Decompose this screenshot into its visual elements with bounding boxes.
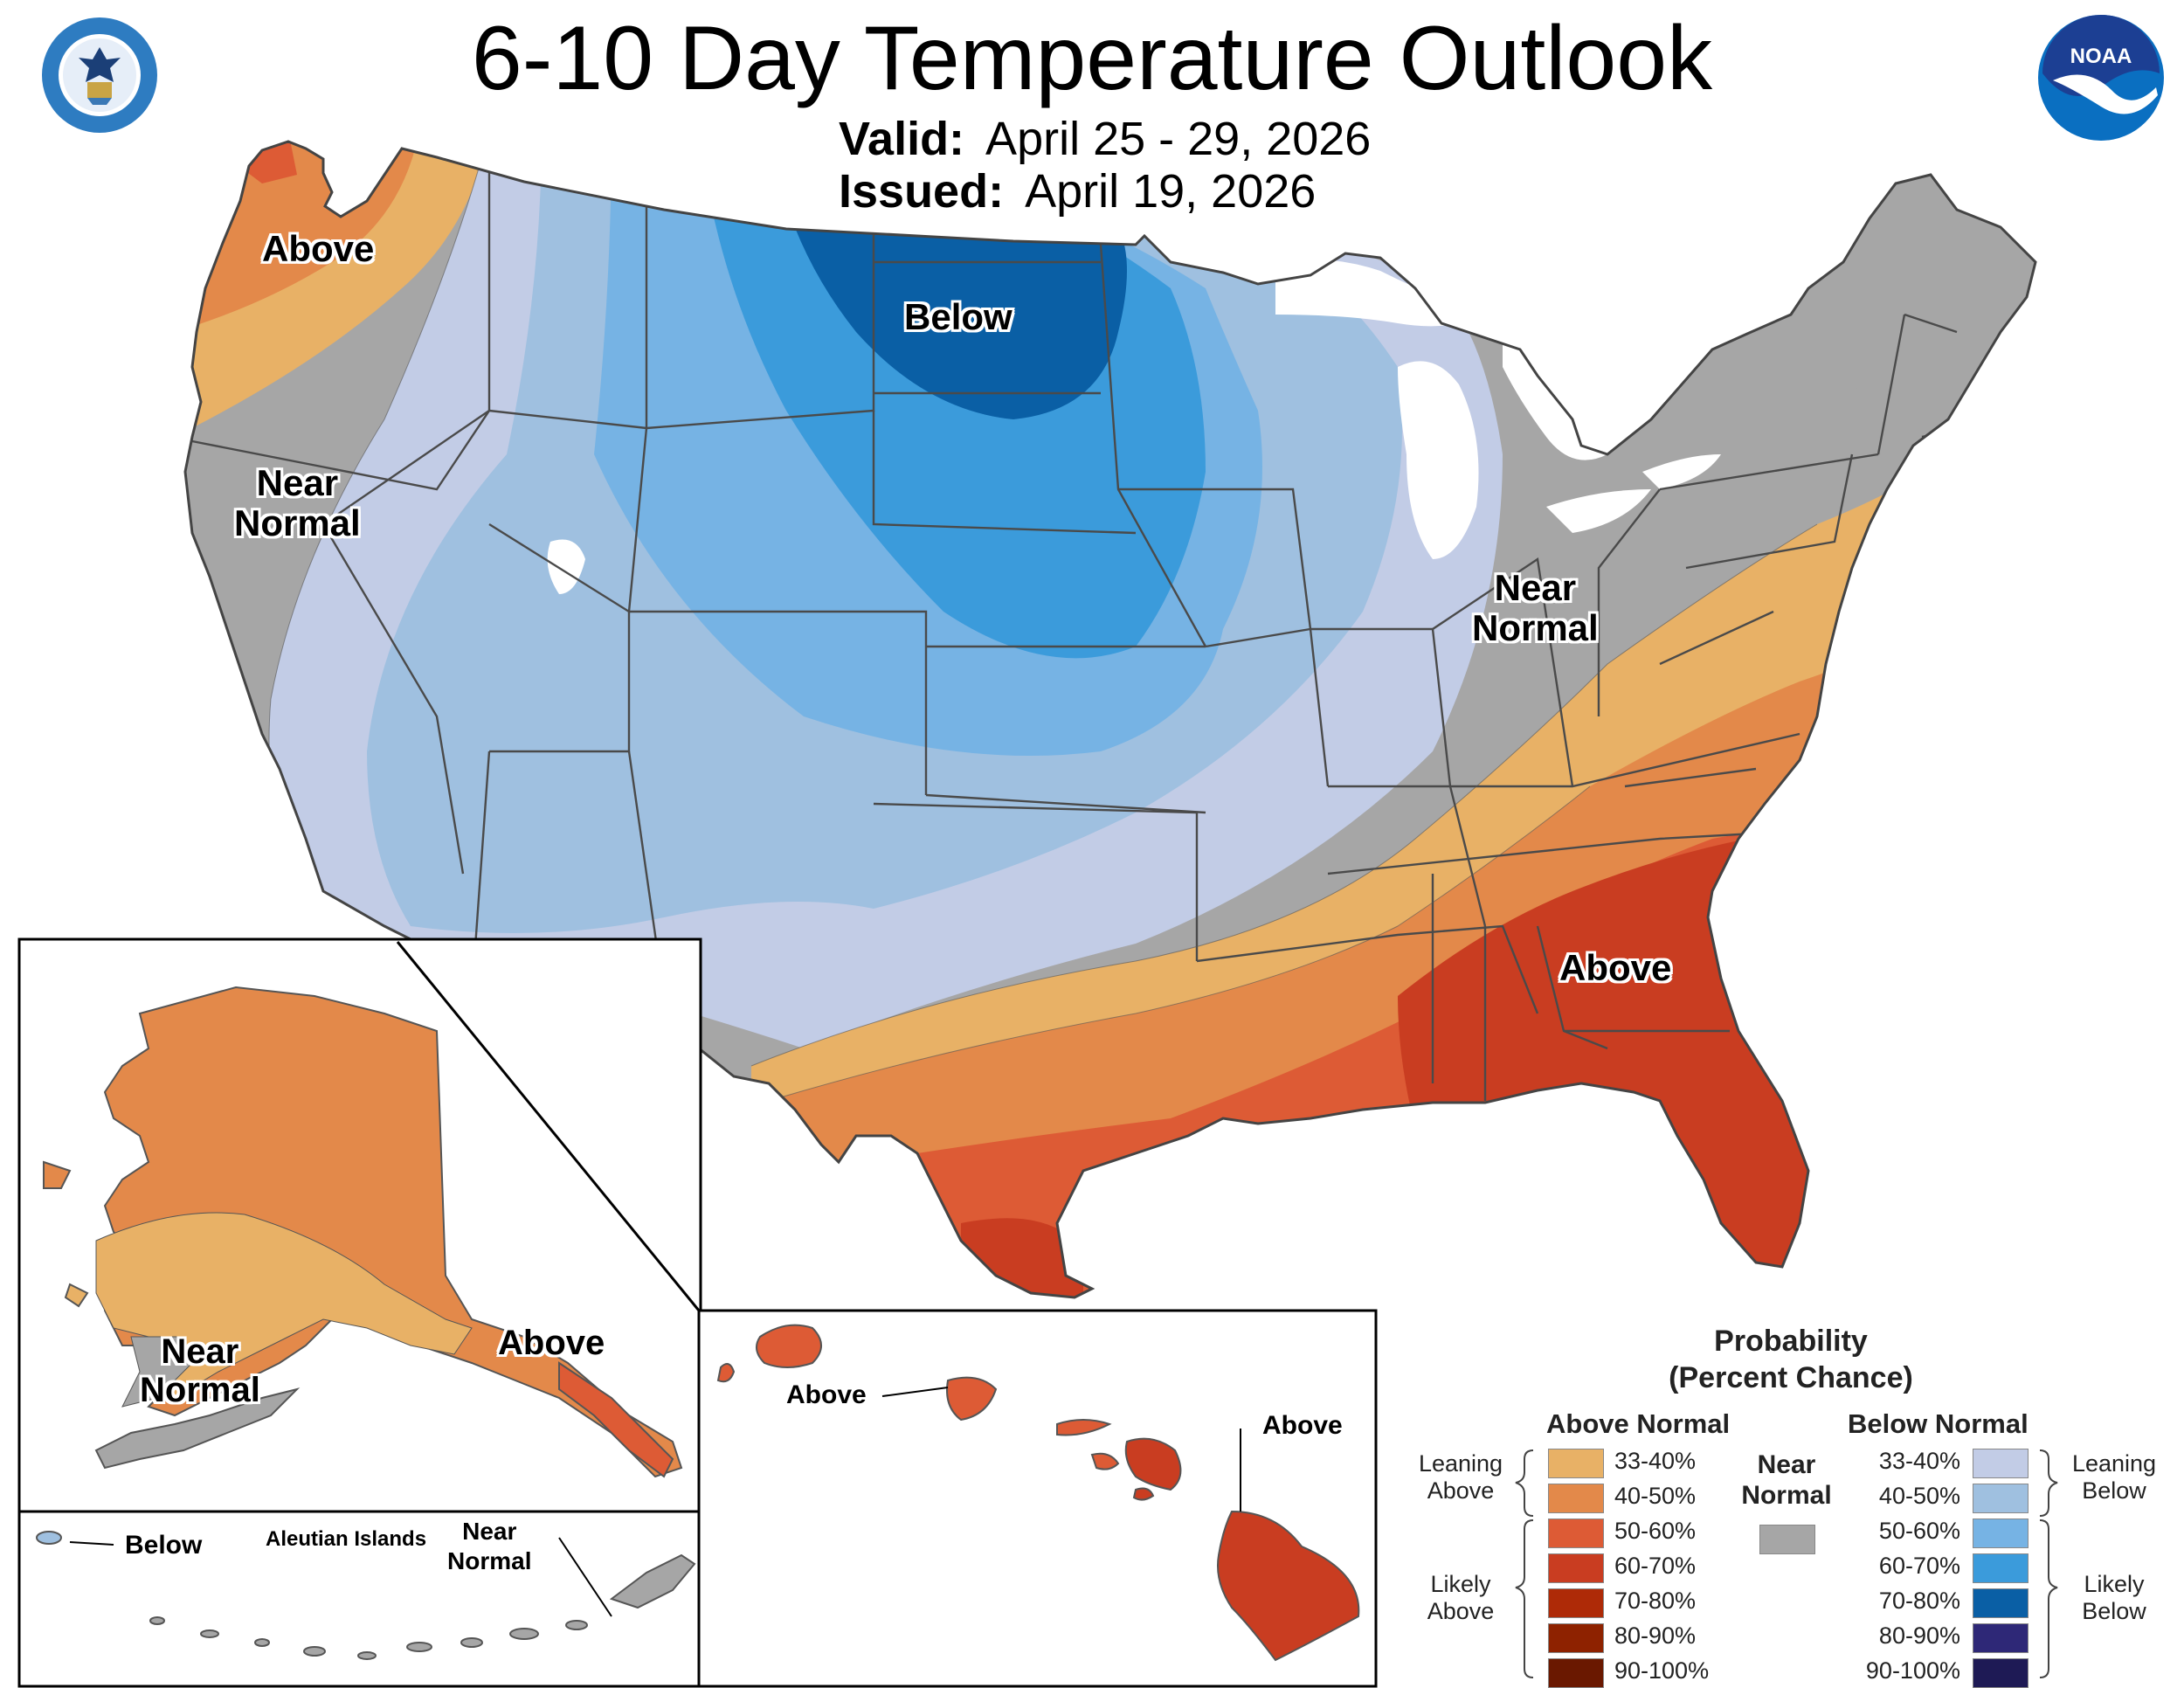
legend-likely-below: Likely Below	[2062, 1571, 2167, 1625]
legend-below-swatch	[1973, 1658, 2028, 1688]
legend-likely-below-line2: Below	[2082, 1598, 2146, 1624]
legend-below-range-label: 50-60%	[1878, 1518, 1960, 1544]
commerce-seal-icon	[42, 17, 157, 133]
legend-above-swatch	[1548, 1623, 1604, 1653]
issued-value: April 19, 2026	[1025, 165, 1317, 218]
legend-leaning-below: Leaning Below	[2062, 1450, 2167, 1505]
legend-above-swatch	[1548, 1449, 1604, 1478]
label-aleutian-near-normal: Near Normal	[447, 1517, 531, 1575]
legend-below-swatch	[1973, 1588, 2028, 1618]
label-alaska-near-line1: Near	[161, 1332, 239, 1371]
label-ohio-valley-near-normal: Near Normal	[1472, 567, 1599, 649]
aleutian-islands-title: Aleutian Islands	[266, 1527, 427, 1551]
label-ohio-near-line1: Near	[1494, 567, 1577, 608]
label-west-near-line2: Normal	[234, 502, 361, 544]
legend-near-line1: Near	[1757, 1450, 1816, 1479]
label-north-plains-below: Below	[904, 296, 1013, 337]
page-title: 6-10 Day Temperature Outlook	[471, 8, 1713, 109]
label-southeast-above: Above	[1559, 947, 1672, 988]
label-hawaii-above-right: Above	[1262, 1411, 1343, 1440]
legend-above-range-label: 40-50%	[1614, 1483, 1697, 1509]
legend-below-swatch	[1973, 1553, 2028, 1583]
valid-label: Valid:	[839, 113, 965, 165]
legend-below-range-label: 70-80%	[1878, 1588, 1960, 1614]
issued-label: Issued:	[839, 165, 1005, 218]
legend-near-normal-swatch	[1759, 1525, 1815, 1554]
legend-below-header: Below Normal	[1848, 1408, 2028, 1439]
label-alaska-near-line2: Normal	[140, 1371, 260, 1409]
legend-leaning-above-line2: Above	[1427, 1477, 1495, 1504]
legend-above-swatch	[1548, 1658, 1604, 1688]
label-west-near-normal: Near Normal	[234, 462, 361, 544]
legend-near-normal: Near Normal	[1734, 1450, 1839, 1511]
legend-title-line1: Probability	[1714, 1325, 1868, 1358]
legend-below-swatch	[1973, 1519, 2028, 1548]
legend-leaning-above: Leaning Above	[1408, 1450, 1513, 1505]
legend-likely-above: Likely Above	[1408, 1571, 1513, 1625]
legend-below-swatch	[1973, 1449, 2028, 1478]
label-west-near-line1: Near	[256, 462, 339, 503]
label-alaska-above: Above	[498, 1324, 605, 1362]
legend-below-range-label: 60-70%	[1878, 1553, 1960, 1579]
legend-leaning-below-line1: Leaning	[2071, 1450, 2157, 1477]
legend-above-range-label: 80-90%	[1614, 1622, 1697, 1649]
issued-line: Issued: April 19, 2026	[839, 164, 1316, 218]
legend-below-range-label: 90-100%	[1865, 1657, 1960, 1684]
valid-value: April 25 - 29, 2026	[985, 113, 1372, 165]
legend-above-swatch	[1548, 1484, 1604, 1513]
legend-above-range-label: 60-70%	[1614, 1553, 1697, 1579]
valid-line: Valid: April 25 - 29, 2026	[839, 112, 1371, 166]
legend-leaning-above-line1: Leaning	[1418, 1450, 1503, 1477]
legend-above-range-label: 90-100%	[1614, 1657, 1710, 1684]
label-ohio-near-line2: Normal	[1472, 607, 1599, 649]
legend-likely-below-line1: Likely	[2084, 1571, 2145, 1597]
label-aleutian-below: Below	[125, 1531, 203, 1560]
legend-title-line2: (Percent Chance)	[1669, 1361, 1913, 1394]
legend-above-swatch	[1548, 1519, 1604, 1548]
noaa-logo-icon: NOAA	[2038, 15, 2164, 141]
legend-likely-above-line1: Likely	[1430, 1571, 1491, 1597]
legend-below-swatch	[1973, 1623, 2028, 1653]
svg-text:NOAA: NOAA	[2070, 45, 2132, 68]
legend-above-header: Above Normal	[1546, 1408, 1731, 1439]
legend-below-range-label: 80-90%	[1878, 1622, 1960, 1649]
label-aleutian-near-line2: Normal	[447, 1546, 532, 1574]
legend-below-swatch	[1973, 1484, 2028, 1513]
legend-above-range-label: 33-40%	[1614, 1448, 1697, 1474]
legend-below-range-label: 40-50%	[1878, 1483, 1960, 1509]
legend-above-swatch	[1548, 1553, 1604, 1583]
legend-above-range-label: 50-60%	[1614, 1518, 1697, 1544]
label-hawaii-above-left: Above	[786, 1380, 867, 1409]
legend-likely-above-line2: Above	[1427, 1598, 1495, 1624]
label-alaska-near-normal: Near Normal	[140, 1332, 260, 1409]
legend-above-swatch	[1548, 1588, 1604, 1618]
legend-above-range-label: 70-80%	[1614, 1588, 1697, 1614]
label-aleutian-near-line1: Near	[462, 1518, 517, 1545]
legend-leaning-below-line2: Below	[2082, 1477, 2146, 1504]
label-pacific-nw-above: Above	[262, 228, 375, 269]
legend-near-line2: Normal	[1741, 1480, 1832, 1510]
legend-below-range-label: 33-40%	[1878, 1448, 1960, 1474]
